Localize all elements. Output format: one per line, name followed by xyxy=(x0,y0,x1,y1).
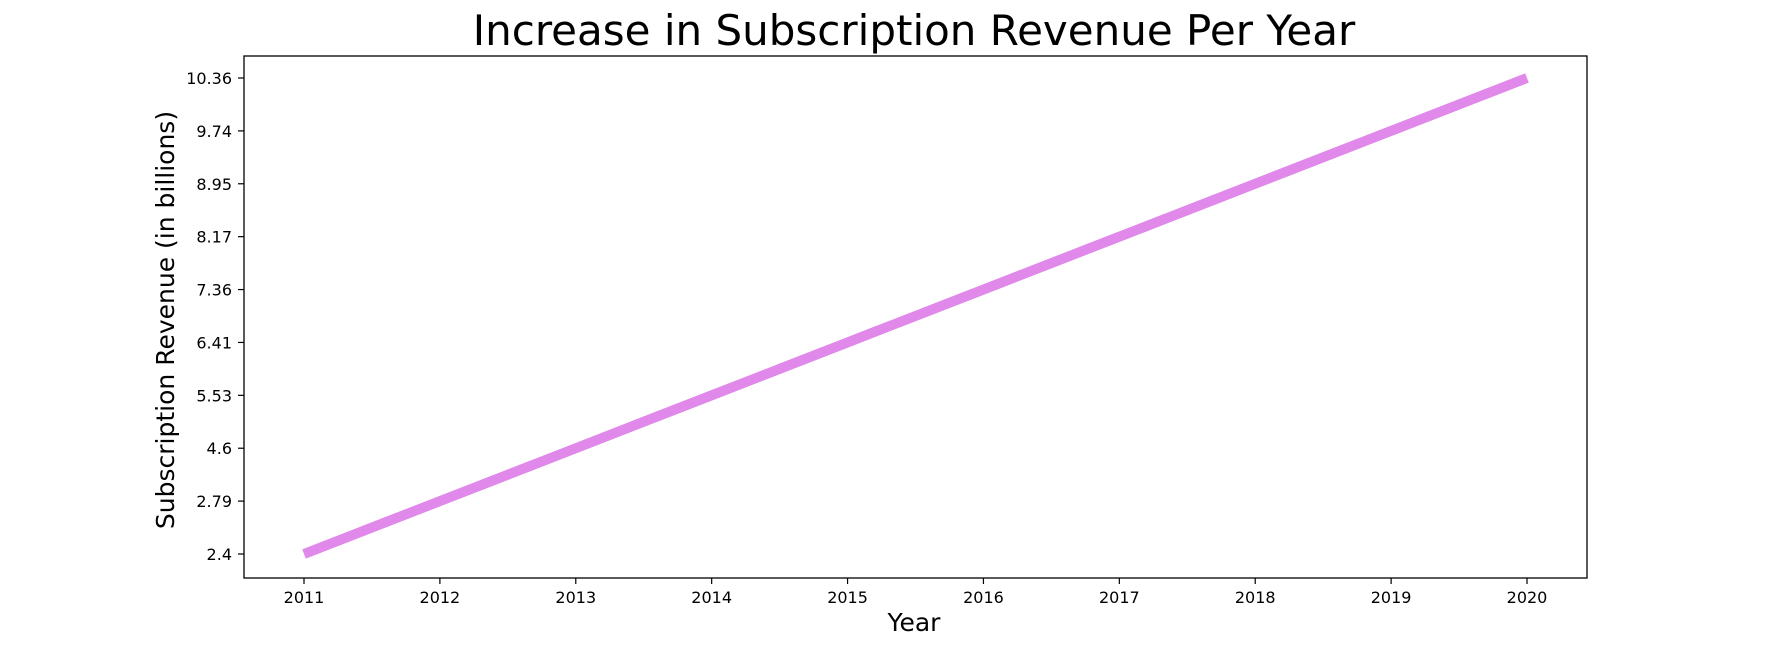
y-tick-label: 8.95 xyxy=(196,175,232,194)
chart-title: Increase in Subscription Revenue Per Yea… xyxy=(473,6,1356,55)
y-tick-label: 5.53 xyxy=(196,386,232,405)
x-tick-label: 2019 xyxy=(1371,588,1412,607)
x-tick-label: 2020 xyxy=(1507,588,1548,607)
x-tick-label: 2011 xyxy=(284,588,325,607)
x-tick-label: 2016 xyxy=(963,588,1004,607)
y-tick-label: 6.41 xyxy=(196,333,232,352)
x-tick-label: 2014 xyxy=(691,588,732,607)
x-axis-label: Year xyxy=(887,608,942,637)
y-tick-label: 10.36 xyxy=(186,69,232,88)
y-tick-label: 2.79 xyxy=(196,492,232,511)
y-axis: 2.4 2.79 4.6 5.53 6.41 7.36 8.17 8.95 9.74 10.36 xyxy=(186,69,244,564)
x-tick-label: 2015 xyxy=(827,588,868,607)
y-tick-label: 2.4 xyxy=(207,545,232,564)
x-axis: 2011 2012 2013 2014 2015 2016 2017 2018 2019 2020 xyxy=(284,578,1548,607)
series-line xyxy=(302,73,1529,559)
y-axis-label: Subscription Revenue (in billions) xyxy=(151,111,180,529)
x-tick-label: 2017 xyxy=(1099,588,1140,607)
y-tick-label: 8.17 xyxy=(196,228,232,247)
x-tick-label: 2018 xyxy=(1235,588,1276,607)
x-tick-label: 2012 xyxy=(420,588,461,607)
series-layer xyxy=(302,73,1529,559)
y-tick-label: 7.36 xyxy=(196,281,232,300)
plot-area-frame xyxy=(243,55,1588,579)
y-tick-label: 9.74 xyxy=(196,122,232,141)
x-tick-label: 2013 xyxy=(555,588,596,607)
y-tick-label: 4.6 xyxy=(207,439,232,458)
